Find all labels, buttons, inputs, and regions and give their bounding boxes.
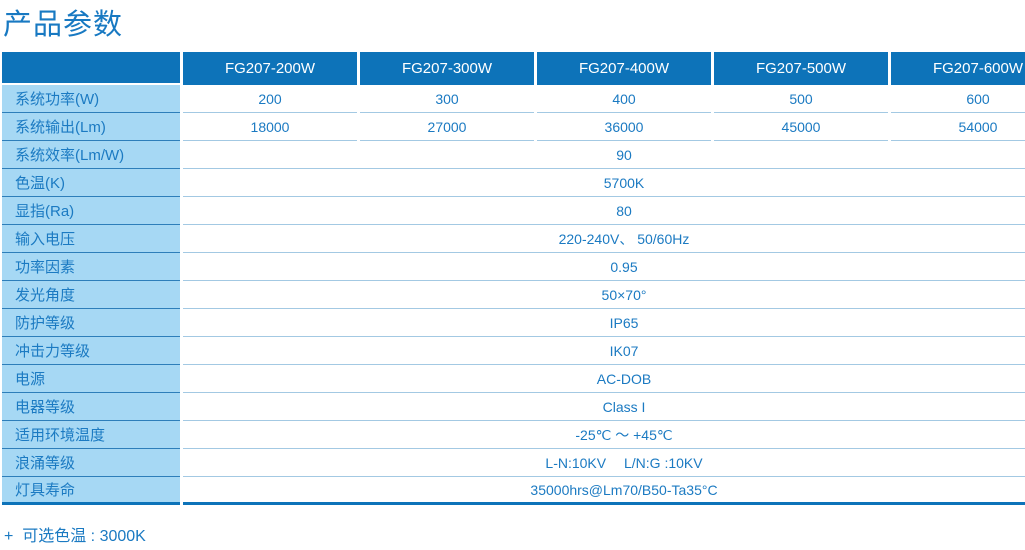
merged-value-cell: 0.95: [183, 253, 1025, 281]
value-cell: 300: [360, 85, 534, 113]
column-header-fg207-200w: FG207-200W: [183, 52, 357, 85]
table-row-cri: 显指(Ra) 80: [2, 197, 1025, 225]
table-row-system-efficacy: 系统效率(Lm/W) 90: [2, 141, 1025, 169]
merged-value-cell: IK07: [183, 337, 1025, 365]
column-header-fg207-300w: FG207-300W: [360, 52, 534, 85]
column-gap: [180, 253, 183, 281]
row-label: 浪涌等级: [2, 449, 180, 477]
table-row-ip-rating: 防护等级 IP65: [2, 309, 1025, 337]
table-row-lifespan: 灯具寿命 35000hrs@Lm70/B50-Ta35°C: [2, 477, 1025, 505]
column-gap: [180, 197, 183, 225]
column-gap: [180, 449, 183, 477]
row-label: 系统功率(W): [2, 85, 180, 113]
column-gap: [180, 421, 183, 449]
row-label: 电器等级: [2, 393, 180, 421]
row-label: 功率因素: [2, 253, 180, 281]
column-header-fg207-600w: FG207-600W: [891, 52, 1025, 85]
row-label: 防护等级: [2, 309, 180, 337]
value-cell: 500: [714, 85, 888, 113]
column-header-fg207-400w: FG207-400W: [537, 52, 711, 85]
row-label: 发光角度: [2, 281, 180, 309]
value-cell: 27000: [360, 113, 534, 141]
column-gap: [180, 141, 183, 169]
merged-value-cell: 80: [183, 197, 1025, 225]
table-row-electrical-class: 电器等级 Class I: [2, 393, 1025, 421]
column-gap: [180, 169, 183, 197]
table-row-ik-rating: 冲击力等级 IK07: [2, 337, 1025, 365]
row-label: 适用环境温度: [2, 421, 180, 449]
row-label: 色温(K): [2, 169, 180, 197]
value-cell: 400: [537, 85, 711, 113]
column-gap: [180, 85, 183, 113]
value-cell: 54000: [891, 113, 1025, 141]
column-gap: [180, 52, 183, 85]
value-cell: 45000: [714, 113, 888, 141]
merged-value-cell: 35000hrs@Lm70/B50-Ta35°C: [183, 477, 1025, 505]
column-gap: [180, 477, 183, 505]
value-cell: 600: [891, 85, 1025, 113]
table-header-row: FG207-200W FG207-300W FG207-400W FG207-5…: [2, 52, 1025, 85]
merged-value-cell: 50×70°: [183, 281, 1025, 309]
column-gap: [180, 365, 183, 393]
column-gap: [180, 337, 183, 365]
row-label: 系统输出(Lm): [2, 113, 180, 141]
column-gap: [180, 113, 183, 141]
row-label: 冲击力等级: [2, 337, 180, 365]
row-label: 显指(Ra): [2, 197, 180, 225]
merged-value-cell: Class I: [183, 393, 1025, 421]
merged-value-cell: 220-240V、 50/60Hz: [183, 225, 1025, 253]
table-row-ambient-temperature: 适用环境温度 -25℃ ～ +45℃: [2, 421, 1025, 449]
product-spec-table: FG207-200W FG207-300W FG207-400W FG207-5…: [2, 52, 1025, 505]
row-label: 电源: [2, 365, 180, 393]
value-cell: 36000: [537, 113, 711, 141]
table-row-power-supply: 电源 AC-DOB: [2, 365, 1025, 393]
header-corner-cell: [2, 52, 180, 85]
merged-value-cell: AC-DOB: [183, 365, 1025, 393]
optional-cct-footnote: + 可选色温 : 3000K: [4, 528, 146, 545]
merged-value-cell: 5700K: [183, 169, 1025, 197]
row-label: 灯具寿命: [2, 477, 180, 505]
table-row-system-output: 系统输出(Lm) 18000 27000 36000 45000 54000: [2, 113, 1025, 141]
value-cell: 200: [183, 85, 357, 113]
row-label: 系统效率(Lm/W): [2, 141, 180, 169]
table-row-surge-rating: 浪涌等级 L-N:10KV L/N:G :10KV: [2, 449, 1025, 477]
table-row-beam-angle: 发光角度 50×70°: [2, 281, 1025, 309]
column-gap: [180, 281, 183, 309]
merged-value-cell: 90: [183, 141, 1025, 169]
page-title: 产品参数: [3, 9, 124, 41]
column-gap: [180, 225, 183, 253]
merged-value-cell: IP65: [183, 309, 1025, 337]
merged-value-cell: -25℃ ～ +45℃: [183, 421, 1025, 449]
table-row-cct: 色温(K) 5700K: [2, 169, 1025, 197]
column-gap: [180, 393, 183, 421]
value-cell: 18000: [183, 113, 357, 141]
row-label: 输入电压: [2, 225, 180, 253]
column-gap: [180, 309, 183, 337]
table-row-system-power: 系统功率(W) 200 300 400 500 600: [2, 85, 1025, 113]
merged-value-cell: L-N:10KV L/N:G :10KV: [183, 449, 1025, 477]
column-header-fg207-500w: FG207-500W: [714, 52, 888, 85]
table-row-power-factor: 功率因素 0.95: [2, 253, 1025, 281]
table-row-input-voltage: 输入电压 220-240V、 50/60Hz: [2, 225, 1025, 253]
